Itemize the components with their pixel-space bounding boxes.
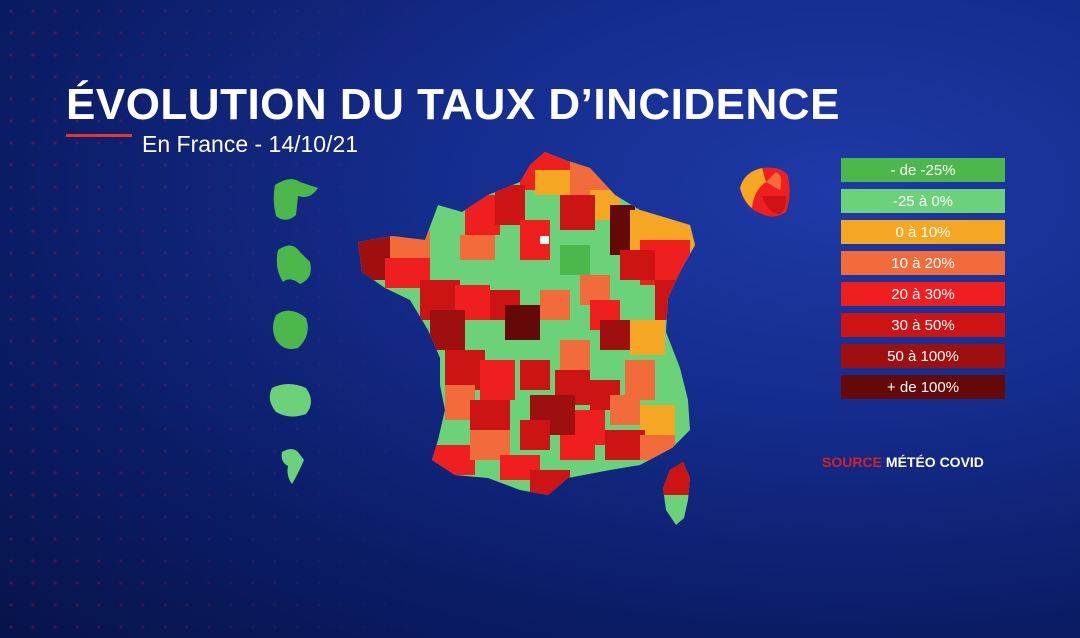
legend-item-6: 30 à 50% bbox=[841, 313, 1005, 337]
source-label: SOURCE bbox=[822, 454, 882, 470]
paris-marker bbox=[540, 236, 549, 244]
source-credit: SOURCE MÉTÉO COVID bbox=[822, 454, 984, 470]
legend-item-2: -25 à 0% bbox=[841, 189, 1005, 213]
page-title: ÉVOLUTION DU TAUX D’INCIDENCE bbox=[66, 80, 840, 129]
source-value: MÉTÉO COVID bbox=[885, 454, 984, 470]
subtitle: En France - 14/10/21 bbox=[142, 131, 359, 157]
title-underline bbox=[66, 134, 132, 137]
map-legend: - de -25% -25 à 0% 0 à 10% 10 à 20% 20 à… bbox=[841, 158, 1005, 406]
legend-item-1: - de -25% bbox=[841, 158, 1005, 182]
overseas-territories bbox=[269, 179, 318, 484]
legend-item-5: 20 à 30% bbox=[841, 282, 1005, 306]
corse bbox=[663, 462, 690, 525]
legend-item-3: 0 à 10% bbox=[841, 220, 1005, 244]
paris-region-inset bbox=[740, 167, 790, 217]
legend-item-7: 50 à 100% bbox=[841, 344, 1005, 368]
legend-item-4: 10 à 20% bbox=[841, 251, 1005, 275]
legend-item-8: + de 100% bbox=[841, 375, 1005, 399]
metropolitan-france bbox=[358, 152, 695, 495]
